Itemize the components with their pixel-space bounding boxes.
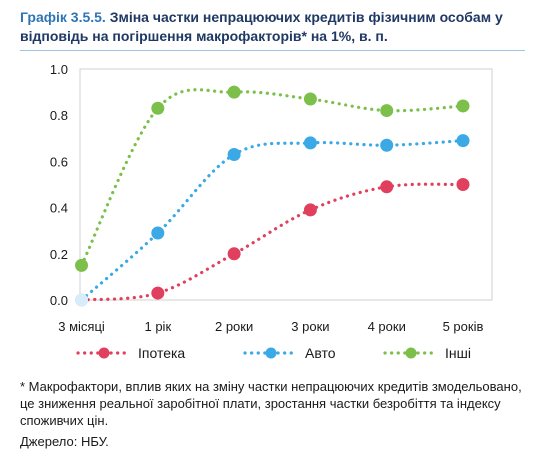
x-tick-label: 5 років: [443, 319, 484, 334]
data-point: [75, 258, 89, 272]
legend-item: Іпотека: [76, 345, 185, 361]
data-point: [227, 85, 241, 99]
data-point: [303, 92, 317, 106]
data-point: [151, 286, 165, 300]
data-point: [151, 101, 165, 115]
y-tick-label: 0.6: [50, 154, 68, 169]
legend-swatch-marker: [265, 347, 277, 359]
y-tick-label: 0.4: [50, 201, 68, 216]
series-line: [79, 182, 465, 302]
data-point: [303, 203, 317, 217]
x-tick-label: 3 роки: [291, 319, 329, 334]
title-divider: [20, 50, 525, 51]
y-tick-label: 0.2: [50, 247, 68, 262]
series-Авто: [75, 134, 470, 307]
data-point: [303, 136, 317, 150]
data-point: [380, 180, 394, 194]
y-tick-label: 0.0: [50, 293, 68, 308]
series-layer: [75, 85, 470, 307]
legend-label: Авто: [305, 345, 336, 361]
series-line: [79, 88, 465, 267]
series-Інші: [75, 85, 470, 272]
legend: Іпотека Авто Інші: [76, 345, 471, 361]
line-chart: 0.00.20.40.60.81.0 3 місяці 1 рік 2 роки 3 …: [50, 62, 493, 361]
data-point: [380, 104, 394, 118]
footnote: * Макрофактори, вплив яких на зміну част…: [20, 379, 522, 428]
series-Іпотека: [75, 178, 470, 307]
legend-item: Авто: [243, 345, 336, 361]
data-point: [151, 226, 165, 240]
x-tick-label: 4 роки: [368, 319, 406, 334]
data-point: [456, 178, 470, 191]
figure-number: Графік 3.5.5.: [20, 9, 106, 25]
legend-swatch-marker: [98, 347, 110, 359]
legend-label: Інші: [445, 345, 471, 361]
x-tick-label: 3 місяці: [58, 319, 105, 334]
data-point: [380, 138, 394, 152]
series-line: [79, 139, 465, 302]
data-point: [227, 147, 241, 161]
y-tick-label: 0.8: [50, 108, 68, 123]
data-point: [227, 247, 241, 261]
legend-item: Інші: [383, 345, 471, 361]
data-point: [456, 99, 470, 113]
y-axis: 0.0 0.2 0.4 0.6 0.8 1.0: [50, 62, 68, 308]
legend-swatch-marker: [405, 347, 417, 359]
data-point: [456, 134, 470, 148]
x-tick-label: 2 роки: [215, 319, 253, 334]
legend-label: Іпотека: [138, 345, 185, 361]
plot-area: [79, 68, 493, 301]
data-point: [75, 293, 89, 307]
plot-border: [79, 68, 493, 301]
figure-title: Зміна частки непрацюючих кредитів фізичн…: [20, 9, 503, 44]
y-tick-label: 1.0: [50, 62, 68, 77]
source-note: Джерело: НБУ.: [20, 434, 109, 449]
x-axis: 3 місяці 1 рік 2 роки 3 роки 4 роки 5 років: [58, 319, 483, 334]
x-tick-label: 1 рік: [144, 319, 171, 334]
chart-title: Графік 3.5.5. Зміна частки непрацюючих к…: [20, 8, 520, 46]
